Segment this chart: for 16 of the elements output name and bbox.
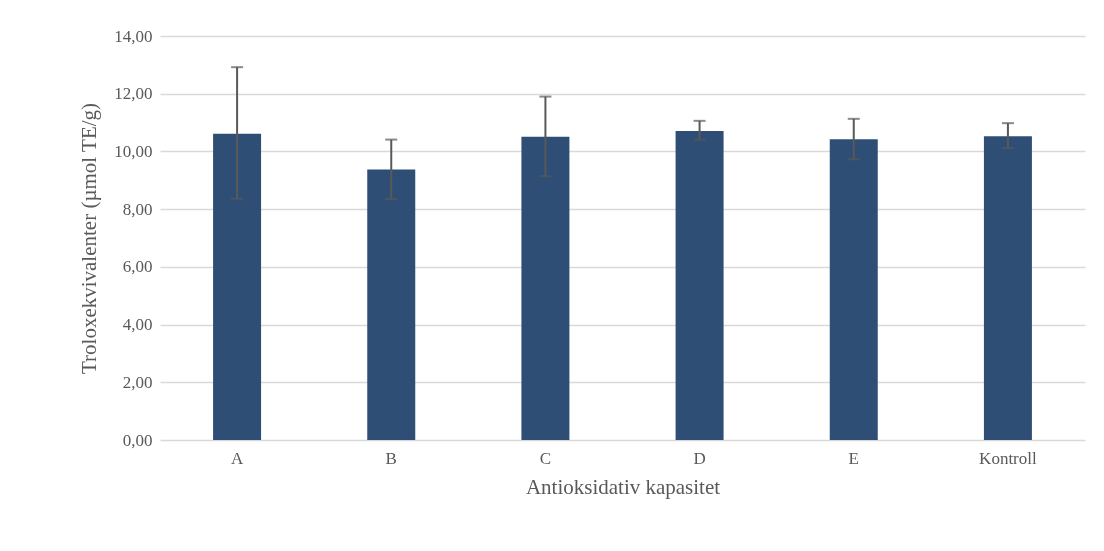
x-tick-label: E [848, 448, 859, 468]
x-tick-label: B [385, 448, 397, 468]
x-tick-label: Kontroll [979, 448, 1037, 468]
x-tick-label: A [230, 448, 244, 468]
y-tick-label: 12,00 [114, 84, 153, 104]
y-axis-title: Troloxekvivalenter (µmol TE/g) [77, 102, 102, 375]
y-tick-label: 8,00 [122, 199, 153, 219]
y-tick-label: 10,00 [114, 141, 153, 161]
y-tick-label: 4,00 [122, 315, 153, 335]
y-tick-label: 0,00 [122, 430, 153, 450]
y-tick-label: 6,00 [122, 257, 153, 277]
y-tick-label: 14,00 [114, 26, 153, 46]
y-tick-label: 2,00 [122, 372, 153, 392]
x-tick-label: C [539, 448, 552, 468]
x-tick-label: D [693, 448, 706, 468]
x-axis-title: Antioksidativ kapasitet [525, 474, 721, 499]
